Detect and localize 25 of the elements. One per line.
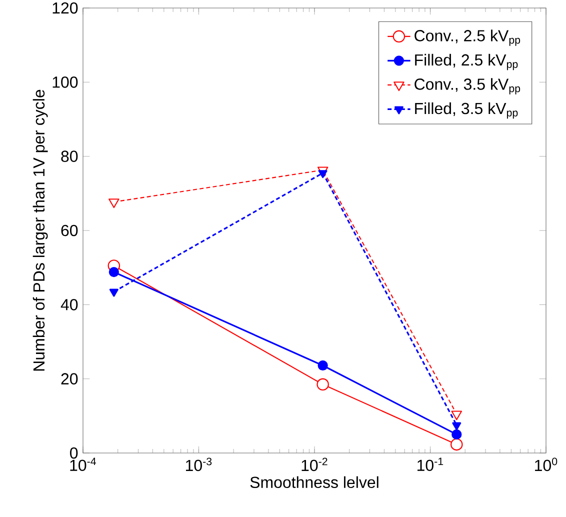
point xyxy=(450,438,463,451)
y-tick-label: 20 xyxy=(61,373,78,384)
point xyxy=(108,198,120,208)
y-tick-label: 40 xyxy=(60,299,78,310)
point xyxy=(451,410,462,420)
x-tick-label: 10$^{-2}$ xyxy=(302,458,328,472)
x-tick-label: 10$^{0}$ xyxy=(535,458,558,472)
point xyxy=(452,429,462,440)
point xyxy=(109,288,118,297)
legend-label: Conv., 2.5 kV$_{pp}$ xyxy=(414,30,520,46)
x-tick-label: 10$^{-1}$ xyxy=(418,458,444,472)
x-tick-label: 10$^{-3}$ xyxy=(186,458,212,472)
point xyxy=(108,266,119,278)
point xyxy=(452,422,462,430)
x-tick-label: 10$^{-4}$ xyxy=(70,458,96,472)
y-tick-label: 120 xyxy=(52,2,78,14)
x-axis-title: Smoothness lelvel xyxy=(250,476,378,488)
legend-label: Filled, 3.5 kV$_{pp}$ xyxy=(415,102,518,119)
y-tick-label: 100 xyxy=(52,76,78,88)
y-tick-label: 0 xyxy=(70,447,78,459)
legend-label: Conv., 3.5 kV$_{pp}$ xyxy=(414,78,520,94)
legend-label: Filled, 2.5 kV$_{pp}$ xyxy=(415,54,518,70)
y-tick-label: 60 xyxy=(61,224,78,236)
y-tick-label: 80 xyxy=(61,150,78,162)
y-axis-title: Number of PDs larger than 1V per cycle xyxy=(32,90,48,371)
